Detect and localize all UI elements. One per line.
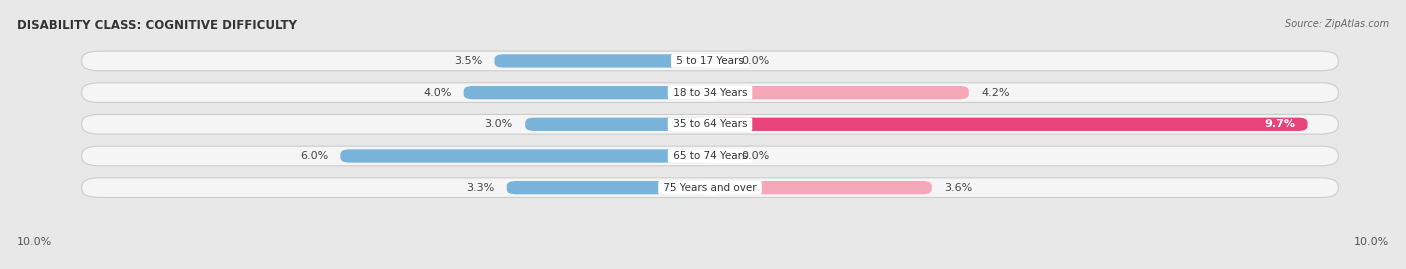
Text: 3.3%: 3.3%	[467, 183, 495, 193]
FancyBboxPatch shape	[82, 83, 1339, 102]
Text: 0.0%: 0.0%	[741, 151, 769, 161]
Text: 9.7%: 9.7%	[1264, 119, 1295, 129]
Text: Source: ZipAtlas.com: Source: ZipAtlas.com	[1285, 19, 1389, 29]
Text: 3.6%: 3.6%	[943, 183, 973, 193]
Text: 4.2%: 4.2%	[981, 88, 1010, 98]
FancyBboxPatch shape	[506, 181, 710, 194]
Text: 3.5%: 3.5%	[454, 56, 482, 66]
FancyBboxPatch shape	[710, 181, 932, 194]
Text: 65 to 74 Years: 65 to 74 Years	[669, 151, 751, 161]
Text: 6.0%: 6.0%	[299, 151, 328, 161]
Text: 35 to 64 Years: 35 to 64 Years	[669, 119, 751, 129]
Text: 3.0%: 3.0%	[485, 119, 513, 129]
FancyBboxPatch shape	[464, 86, 710, 99]
FancyBboxPatch shape	[710, 86, 969, 99]
Text: 10.0%: 10.0%	[17, 238, 52, 247]
FancyBboxPatch shape	[82, 146, 1339, 166]
Text: 75 Years and over: 75 Years and over	[659, 183, 761, 193]
FancyBboxPatch shape	[340, 149, 710, 163]
Text: 5 to 17 Years: 5 to 17 Years	[673, 56, 747, 66]
Text: 18 to 34 Years: 18 to 34 Years	[669, 88, 751, 98]
FancyBboxPatch shape	[526, 118, 710, 131]
Text: 0.0%: 0.0%	[741, 56, 769, 66]
Text: 4.0%: 4.0%	[423, 88, 451, 98]
Text: DISABILITY CLASS: COGNITIVE DIFFICULTY: DISABILITY CLASS: COGNITIVE DIFFICULTY	[17, 19, 297, 32]
FancyBboxPatch shape	[82, 115, 1339, 134]
Text: 10.0%: 10.0%	[1354, 238, 1389, 247]
FancyBboxPatch shape	[82, 51, 1339, 71]
FancyBboxPatch shape	[710, 118, 1308, 131]
FancyBboxPatch shape	[495, 54, 710, 68]
FancyBboxPatch shape	[82, 178, 1339, 197]
